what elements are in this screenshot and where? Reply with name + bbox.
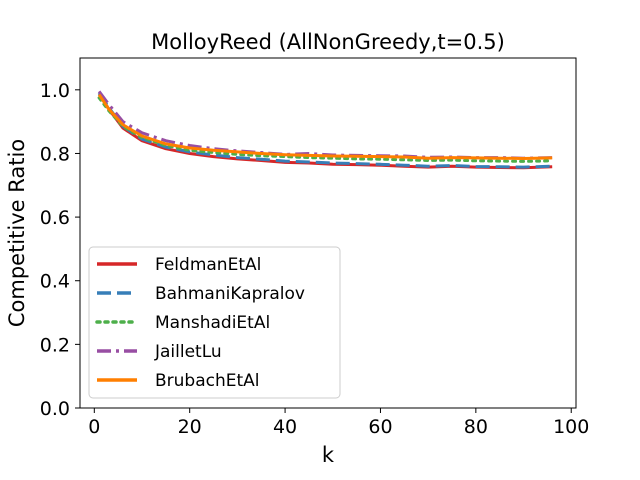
plot-frame <box>79 57 577 409</box>
chart-title: MolloyReed (AllNonGreedy,t=0.5) <box>151 30 505 54</box>
y-axis: 0.0 0.2 0.4 0.6 0.8 1.0 <box>40 80 80 420</box>
x-tick-label: 80 <box>464 416 488 438</box>
x-tick-label: 40 <box>273 416 297 438</box>
series-line-brubachetal <box>97 93 553 160</box>
x-axis-label: k <box>322 443 335 467</box>
legend: FeldmanEtAl BahmaniKapralov ManshadiEtAl Ja… <box>88 246 341 399</box>
legend-box <box>88 246 341 399</box>
x-tick-label: 0 <box>88 416 100 438</box>
legend-label-jailletlu: JailletLu <box>154 342 222 362</box>
x-tick-label: 100 <box>553 416 589 438</box>
legend-label-brubachetal: BrubachEtAl <box>155 371 260 391</box>
y-tick-label: 0.4 <box>40 271 70 293</box>
legend-label-manshadietal: ManshadiEtAl <box>155 313 270 333</box>
x-tick-label: 20 <box>178 416 202 438</box>
legend-label-feldmanetal: FeldmanEtAl <box>155 255 261 275</box>
y-tick-label: 0.0 <box>40 398 70 420</box>
x-axis: 0 20 40 60 80 100 <box>88 408 589 438</box>
y-tick-label: 0.6 <box>40 207 70 229</box>
y-axis-label: Competitive Ratio <box>5 139 29 327</box>
legend-label-bahmanikapralov: BahmaniKapralov <box>155 284 305 304</box>
y-tick-label: 0.8 <box>40 143 70 165</box>
y-tick-label: 0.2 <box>40 334 70 356</box>
series-line-bahmanikapralov <box>97 92 553 169</box>
y-tick-label: 1.0 <box>40 80 70 102</box>
x-tick-label: 60 <box>368 416 392 438</box>
series-layer <box>97 90 554 170</box>
